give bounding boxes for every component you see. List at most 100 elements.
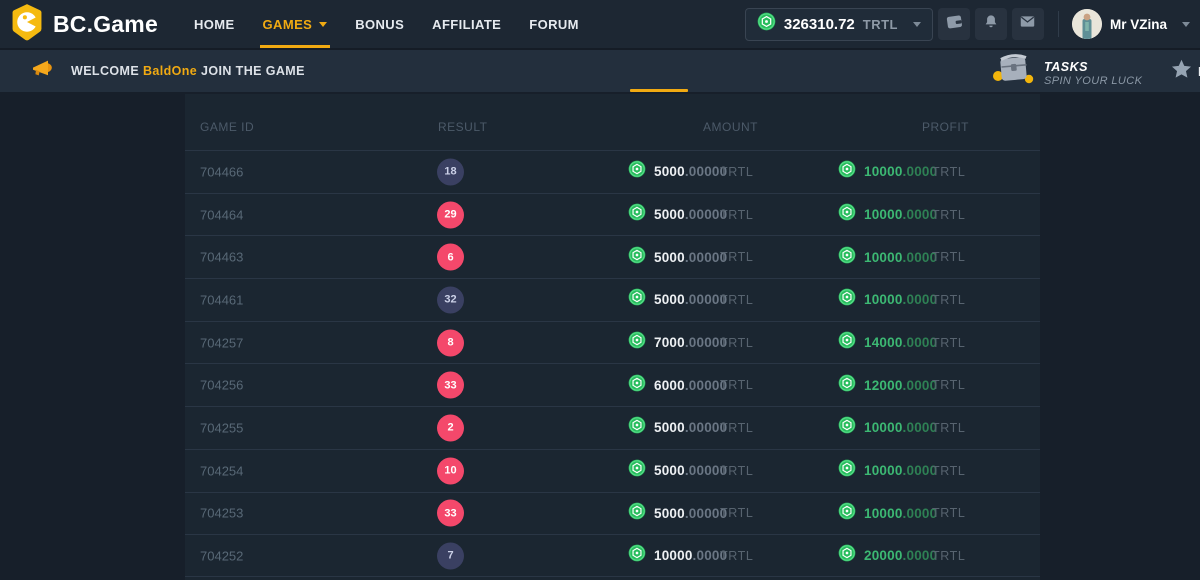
amount-cell: 5000.00000 TRTL: [628, 160, 798, 182]
game-id: 704257: [200, 335, 244, 351]
balance-selector[interactable]: 326310.72 TRTL: [744, 7, 933, 41]
user-menu[interactable]: Mr VZina: [1071, 9, 1190, 39]
amount-currency: TRTL: [720, 207, 754, 222]
profit-decimals: .0000: [902, 164, 938, 180]
profit-currency: TRTL: [932, 250, 966, 265]
favorites-widget[interactable]: F: [1171, 59, 1200, 84]
result-badge: 6: [437, 243, 464, 271]
messages-button[interactable]: [1011, 8, 1044, 40]
profit-integer: 10000: [864, 292, 903, 308]
brand-logo[interactable]: BC.Game: [0, 3, 158, 46]
amount-cell: 10000.0000 TRTL: [628, 544, 798, 567]
amount-decimals: .00000: [684, 292, 728, 308]
megaphone-icon: [30, 57, 54, 86]
nav-item-home[interactable]: HOME: [193, 16, 235, 32]
tasks-widget[interactable]: TASKS SPIN YOUR LUCK: [991, 54, 1142, 93]
table-row[interactable]: 704255 2 5000.00000 TRTL: [185, 406, 1040, 449]
tasks-text: TASKS SPIN YOUR LUCK: [1044, 60, 1142, 87]
coin-icon: [628, 544, 654, 567]
nav-item-games[interactable]: GAMES: [249, 0, 342, 48]
profit-currency: TRTL: [932, 378, 966, 393]
mail-icon: [1018, 12, 1037, 36]
wallet-icon: [944, 12, 964, 37]
profit-decimals: .0000: [902, 292, 938, 308]
amount-cell: 6000.00000 TRTL: [628, 374, 798, 397]
vertical-divider: [1057, 11, 1059, 37]
game-id: 704461: [200, 292, 244, 308]
result-badge: 32: [437, 286, 464, 314]
result-badge: 33: [437, 371, 464, 399]
coin-icon: [628, 374, 654, 397]
amount-integer: 5000: [654, 505, 685, 521]
table-row[interactable]: 704256 33 6000.00000 TRTL: [185, 363, 1040, 406]
coin-icon: [838, 416, 864, 439]
nav-item-bonus[interactable]: BONUS: [355, 16, 405, 32]
announcement-bar: WELCOME BaldOne JOIN THE GAME TASKS SPIN…: [0, 48, 1200, 92]
profit-cell: 10000.0000 TRTL: [838, 203, 1008, 225]
table-row[interactable]: 704254 10 5000.00000 TRTL: [185, 448, 1040, 492]
header-result: RESULT: [438, 120, 488, 134]
chevron-down-icon: [912, 21, 921, 27]
bell-icon: [982, 13, 1000, 36]
coin-icon: [838, 459, 864, 482]
amount-currency: TRTL: [720, 292, 754, 307]
star-icon: [1171, 59, 1192, 84]
table-row[interactable]: 704461 32 5000.00000 TRTL: [185, 278, 1040, 321]
profit-currency: TRTL: [932, 164, 966, 179]
profit-cell: 20000.0000 TRTL: [838, 544, 1008, 567]
table-body: 704466 18 5000.00000 TRTL: [185, 150, 1040, 577]
result-badge: 7: [437, 542, 464, 570]
profit-decimals: .0000: [902, 463, 938, 479]
amount-integer: 7000: [654, 335, 685, 351]
game-id: 704253: [200, 505, 244, 521]
coin-icon: [757, 12, 776, 36]
profit-decimals: .0000: [902, 420, 938, 436]
result-badge: 8: [437, 329, 464, 357]
table-row[interactable]: 704466 18 5000.00000 TRTL: [185, 150, 1040, 193]
coin-icon: [628, 416, 654, 439]
active-tab-indicator: [630, 89, 688, 92]
amount-currency: TRTL: [720, 506, 754, 521]
profit-integer: 10000: [864, 207, 903, 223]
table-row[interactable]: 704463 6 5000.00000 TRTL: [185, 235, 1040, 278]
wallet-button[interactable]: [937, 8, 970, 40]
notifications-button[interactable]: [974, 8, 1007, 40]
table-row[interactable]: 704252 7 10000.0000 TRTL: [185, 534, 1040, 577]
profit-decimals: .0000: [902, 207, 938, 223]
profit-decimals: .0000: [902, 548, 938, 564]
nav-item-affiliate[interactable]: AFFILIATE: [432, 16, 502, 32]
profit-integer: 10000: [864, 420, 903, 436]
profit-cell: 10000.0000 TRTL: [838, 459, 1008, 482]
table-row[interactable]: 704464 29 5000.00000 TRTL: [185, 192, 1040, 236]
amount-cell: 7000.00000 TRTL: [628, 331, 798, 353]
amount-integer: 5000: [654, 249, 685, 265]
result-badge: 29: [437, 201, 464, 229]
amount-cell: 5000.00000 TRTL: [628, 459, 798, 481]
profit-currency: TRTL: [932, 207, 966, 222]
amount-cell: 5000.00000 TRTL: [628, 246, 798, 267]
amount-integer: 5000: [654, 420, 685, 436]
profit-integer: 10000: [864, 463, 903, 479]
welcomed-username: BaldOne: [142, 64, 198, 78]
coin-icon: [838, 374, 864, 397]
profit-cell: 10000.0000 TRTL: [838, 502, 1008, 523]
tasks-subtitle: SPIN YOUR LUCK: [1044, 75, 1143, 87]
amount-integer: 5000: [654, 164, 685, 180]
game-id: 704254: [200, 463, 244, 479]
game-id: 704256: [200, 377, 244, 393]
profit-decimals: .0000: [902, 335, 938, 351]
balance-currency: TRTL: [862, 16, 898, 32]
nav-item-forum[interactable]: FORUM: [529, 16, 579, 32]
table-row[interactable]: 704257 8 7000.00000 TRTL: [185, 320, 1040, 364]
game-id: 704463: [200, 249, 244, 265]
profit-cell: 10000.0000 TRTL: [838, 289, 1008, 310]
amount-decimals: .00000: [684, 335, 728, 351]
main-nav: HOME GAMES BONUS AFFILIATE FORUM: [180, 0, 593, 48]
table-row[interactable]: 704253 33 5000.00000 TRTL: [185, 491, 1040, 535]
coin-icon: [628, 203, 654, 226]
coin-icon: [628, 502, 654, 525]
amount-decimals: .0000: [692, 548, 728, 564]
profit-decimals: .0000: [902, 377, 938, 393]
coin-icon: [838, 544, 864, 567]
amount-currency: TRTL: [720, 548, 754, 563]
